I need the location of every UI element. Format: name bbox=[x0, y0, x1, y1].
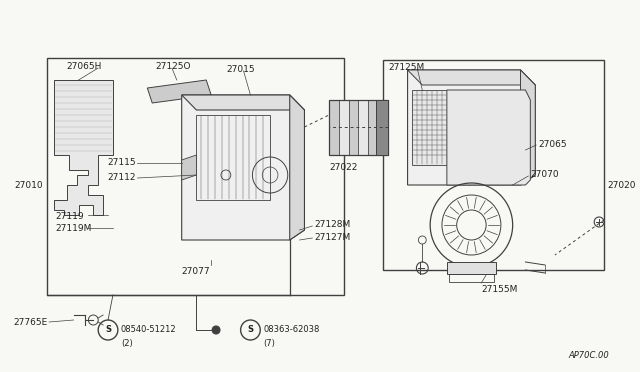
Bar bbox=[47, 58, 344, 295]
Text: 27125O: 27125O bbox=[155, 62, 191, 71]
Bar bbox=[383, 60, 604, 270]
Bar bbox=[378, 100, 388, 155]
Text: 27077: 27077 bbox=[182, 267, 211, 276]
Text: 27065: 27065 bbox=[538, 140, 567, 149]
Polygon shape bbox=[520, 70, 535, 185]
Polygon shape bbox=[408, 70, 535, 85]
Bar bbox=[368, 100, 378, 155]
Bar bbox=[329, 100, 339, 155]
Text: 27070: 27070 bbox=[531, 170, 559, 179]
Polygon shape bbox=[147, 80, 211, 103]
Polygon shape bbox=[182, 95, 305, 240]
Text: S: S bbox=[105, 326, 111, 334]
Text: (2): (2) bbox=[121, 339, 132, 348]
Text: 27128M: 27128M bbox=[314, 220, 351, 229]
Bar bbox=[449, 274, 494, 282]
Text: 27112: 27112 bbox=[107, 173, 136, 182]
Polygon shape bbox=[182, 155, 196, 180]
Bar bbox=[376, 100, 388, 155]
Text: AP70C.00: AP70C.00 bbox=[568, 351, 609, 360]
Bar bbox=[339, 100, 349, 155]
Polygon shape bbox=[54, 80, 113, 215]
Text: 27065H: 27065H bbox=[67, 62, 102, 71]
Bar bbox=[358, 100, 368, 155]
Text: 27020: 27020 bbox=[607, 180, 636, 189]
Text: 27127M: 27127M bbox=[314, 233, 351, 242]
Text: 27022: 27022 bbox=[330, 163, 358, 172]
Bar bbox=[447, 262, 496, 274]
Text: 27010: 27010 bbox=[15, 180, 44, 189]
Text: 27119M: 27119M bbox=[55, 224, 92, 233]
Polygon shape bbox=[447, 90, 531, 185]
Text: 27125M: 27125M bbox=[388, 63, 424, 72]
Polygon shape bbox=[290, 95, 305, 240]
Bar bbox=[349, 100, 358, 155]
Text: 08363-62038: 08363-62038 bbox=[263, 326, 319, 334]
Text: 27119: 27119 bbox=[55, 212, 84, 221]
Polygon shape bbox=[182, 95, 305, 110]
Text: (7): (7) bbox=[263, 339, 275, 348]
Text: 27155M: 27155M bbox=[481, 285, 518, 294]
Text: 27115: 27115 bbox=[107, 158, 136, 167]
Text: S: S bbox=[248, 326, 253, 334]
Bar bbox=[329, 100, 388, 155]
Polygon shape bbox=[408, 70, 535, 185]
Text: 27765E: 27765E bbox=[13, 318, 47, 327]
Bar bbox=[413, 90, 447, 165]
Text: 27015: 27015 bbox=[226, 65, 255, 74]
Circle shape bbox=[212, 326, 220, 334]
Text: 08540-51212: 08540-51212 bbox=[121, 326, 177, 334]
Bar bbox=[196, 115, 270, 200]
